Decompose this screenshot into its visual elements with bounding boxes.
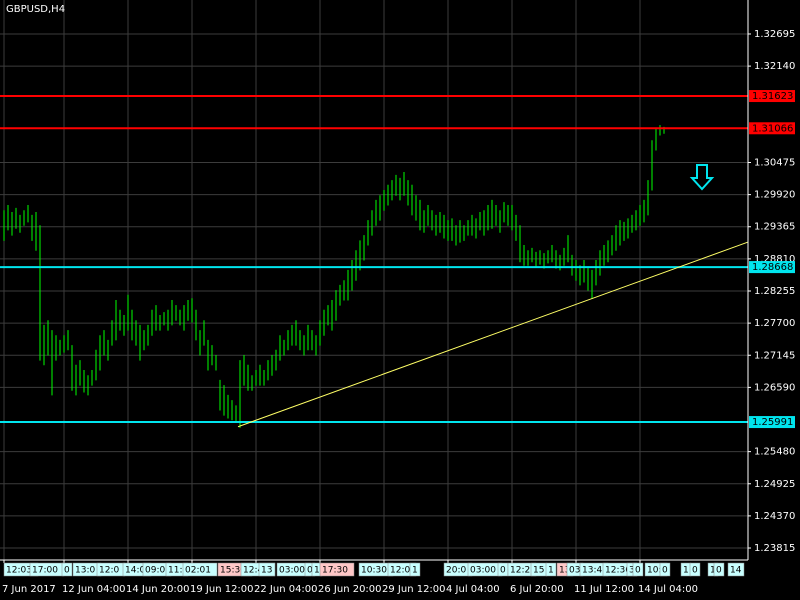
trendline [237, 241, 749, 428]
x-tick-label: 4 Jul 04:00 [446, 584, 500, 595]
time-tag-label: 0 [692, 566, 698, 576]
price-label: 1.31066 [752, 123, 793, 134]
chart-title: GBPUSD,H4 [6, 4, 65, 15]
y-tick-label: 1.32695 [754, 29, 795, 40]
time-tag-label: 0 [635, 566, 641, 576]
x-tick-label: 19 Jun 12:00 [190, 584, 254, 595]
price-label-box [749, 261, 795, 274]
time-tag-label: 13:0 [75, 566, 95, 576]
y-tick-label: 1.28810 [754, 254, 795, 265]
time-tag-label: 0 [500, 566, 506, 576]
time-tag-label: 03 [569, 566, 580, 576]
time-tag-label: 03:00 [470, 566, 496, 576]
y-tick-label: 1.27145 [754, 350, 795, 361]
time-tag-box [727, 562, 745, 577]
time-tag-label: 1 [548, 566, 554, 576]
time-tag-label: 12:0 [390, 566, 410, 576]
price-label-box [749, 416, 795, 429]
price-label: 1.25991 [752, 417, 793, 428]
y-tick-label: 1.24925 [754, 479, 795, 490]
y-tick-label: 1.29365 [754, 222, 795, 233]
y-tick-label: 1.30475 [754, 157, 795, 168]
time-tag-box [319, 562, 355, 577]
time-tag-box [545, 562, 557, 577]
x-tick-label: 14 Jun 20:00 [126, 584, 190, 595]
time-tag-label: 14:0 [125, 566, 145, 576]
y-tick-label: 1.23815 [754, 543, 795, 554]
y-tick-label: 1.29920 [754, 190, 795, 201]
time-tag-box [713, 562, 725, 577]
x-tick-label: 12 Jun 04:00 [62, 584, 126, 595]
price-label: 1.31623 [752, 91, 793, 102]
time-tag-box [659, 562, 671, 577]
time-tag-label: 17:30 [322, 566, 348, 576]
time-tag-label: 12:36 [605, 566, 631, 576]
time-tag-label: 0 [662, 566, 668, 576]
time-tag-label: 1 [710, 566, 716, 576]
time-tag-label: 1 [412, 566, 418, 576]
y-tick-label: 1.26590 [754, 382, 795, 393]
time-tag-label: 12:40 [243, 566, 269, 576]
x-tick-label: 22 Jun 04:00 [254, 584, 318, 595]
time-tag-label: 0 [716, 566, 722, 576]
x-tick-label: 7 Jun 2017 [2, 584, 56, 595]
time-tag-label: 13:4 [582, 566, 602, 576]
time-tag-label: 03:00 [279, 566, 305, 576]
sell-arrow [689, 164, 715, 191]
grid [0, 0, 748, 560]
time-tag-box [632, 562, 644, 577]
time-tag-label: 14 [730, 566, 742, 576]
price-label: 1.28668 [752, 262, 793, 273]
x-tick-label: 6 Jul 20:00 [510, 584, 564, 595]
time-tag-label: 10: [647, 566, 661, 576]
y-tick-label: 1.25480 [754, 447, 795, 458]
price-label-box [749, 90, 795, 103]
time-tag-label: 12:0 [99, 566, 119, 576]
x-tick-label: 11 Jul 12:00 [574, 584, 634, 595]
time-tag-label: 1 [314, 566, 320, 576]
time-tag-label: 13 [559, 566, 570, 576]
time-tag-box [61, 562, 73, 577]
time-tag-box [689, 562, 701, 577]
y-tick-label: 1.32140 [754, 61, 795, 72]
time-tag-label: 02:01 [185, 566, 211, 576]
time-tag-box [409, 562, 421, 577]
time-tag-label: 17:00 [32, 566, 58, 576]
time-tag-label: 09:0 [145, 566, 165, 576]
y-tick-label: 1.28255 [754, 286, 795, 297]
time-tag-box [182, 562, 218, 577]
y-tick-label: 1.24370 [754, 511, 795, 522]
time-tag-label: 3 [629, 566, 635, 576]
time-tag-label: 13 [261, 566, 272, 576]
y-tick-label: 1.27700 [754, 318, 795, 329]
x-tick-label: 14 Jul 04:00 [638, 584, 698, 595]
time-tag-label: 10:30 [361, 566, 387, 576]
x-tick-label: 26 Jun 20:00 [318, 584, 382, 595]
price-label-box [749, 122, 795, 135]
time-tag-label: 1 [683, 566, 689, 576]
time-tag-label: 20:0 [446, 566, 466, 576]
time-tag-label: 0 [307, 566, 313, 576]
plot [0, 95, 749, 428]
time-tag-box [258, 562, 276, 577]
time-tag-label: 0 [64, 566, 70, 576]
time-tag-label: 12:03 [6, 566, 32, 576]
time-tag-label: 15:30 [220, 566, 246, 576]
x-tick-label: 29 Jun 12:00 [382, 584, 446, 595]
time-tag-label: 15 [533, 566, 544, 576]
time-tag-label: 12:2 [510, 566, 530, 576]
time-tag-label: 11: [168, 566, 182, 576]
